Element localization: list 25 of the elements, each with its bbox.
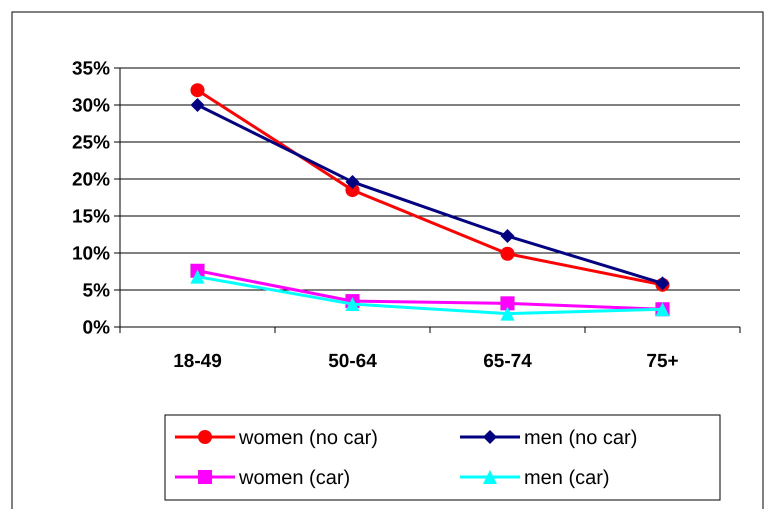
y-tick-label: 20% — [72, 170, 110, 191]
x-tick-label: 75+ — [646, 351, 679, 372]
y-tick-label: 25% — [72, 132, 110, 154]
y-tick-label: 35% — [72, 58, 110, 80]
legend-label: men (no car) — [524, 427, 638, 449]
legend-label: women (no car) — [238, 427, 378, 449]
x-tick-label: 18-49 — [173, 351, 222, 372]
point — [190, 83, 204, 98]
point — [190, 98, 204, 112]
y-tick-label: 15% — [72, 206, 110, 228]
x-tick-label: 65-74 — [483, 351, 532, 372]
y-tick-label: 0% — [82, 318, 110, 339]
point — [190, 270, 204, 284]
legend-label: women (car) — [238, 467, 350, 489]
point — [500, 296, 514, 310]
y-tick-label: 30% — [72, 96, 110, 117]
point — [346, 297, 360, 312]
point — [500, 246, 514, 261]
x-tick-label: 50-64 — [328, 351, 378, 372]
legend-label: men (car) — [524, 467, 610, 489]
point — [500, 228, 514, 243]
y-tick-label: 5% — [82, 280, 110, 302]
point — [500, 306, 514, 321]
point — [346, 174, 360, 189]
y-tick-label: 10% — [72, 244, 110, 265]
